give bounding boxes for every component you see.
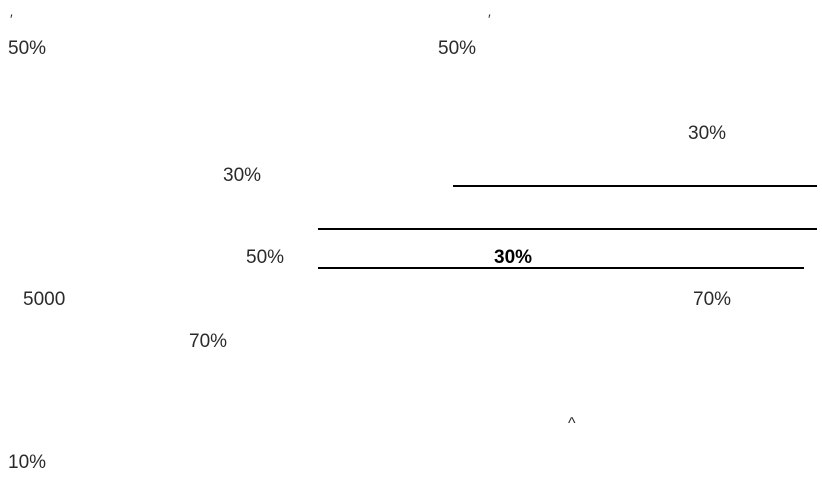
text-50-percent-left: 50% <box>246 247 285 268</box>
text-30-percent-right: 30% <box>688 123 727 144</box>
text-30-percent-mid-left: 30% <box>223 165 262 186</box>
text-10-percent-bottom: 10% <box>8 452 47 473</box>
text-70-percent-right: 70% <box>693 289 732 310</box>
text-70-percent-left: 70% <box>189 331 228 352</box>
underline-rule-3 <box>318 267 804 269</box>
underline-rule-2 <box>318 228 817 230</box>
text-50-percent-top-left: 50% <box>8 38 47 59</box>
caret-glyph: ^ <box>568 415 576 432</box>
underline-rule-1 <box>453 185 817 187</box>
text-50-percent-top-mid: 50% <box>438 38 477 59</box>
tick-mark-right: ′ <box>488 11 491 27</box>
text-5000: 5000 <box>23 289 66 310</box>
text-30-percent-bold: 30% <box>494 247 533 268</box>
tick-mark-left: ′ <box>10 11 13 27</box>
